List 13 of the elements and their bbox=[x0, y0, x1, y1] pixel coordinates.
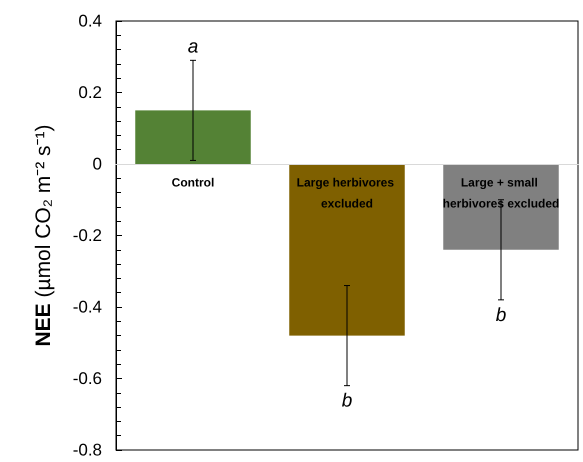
y-tick-label: 0.4 bbox=[78, 12, 102, 30]
annotation: b bbox=[342, 390, 352, 412]
y-axis-title: NEE (µmol CO₂ m⁻² s⁻¹) bbox=[32, 124, 55, 347]
x-tick-label: Large herbivores excluded bbox=[296, 176, 398, 210]
y-tick-label: 0 bbox=[92, 154, 102, 174]
y-tick-label: -0.2 bbox=[72, 226, 102, 245]
x-tick-label: Control bbox=[172, 176, 214, 190]
y-tick-label: 0.2 bbox=[78, 83, 102, 102]
y-tick-label: -0.4 bbox=[72, 298, 102, 316]
y-tick-label: -0.6 bbox=[72, 369, 102, 388]
annotation: b bbox=[496, 304, 506, 326]
y-tick-label: -0.8 bbox=[72, 440, 102, 460]
annotation: a bbox=[188, 36, 198, 58]
